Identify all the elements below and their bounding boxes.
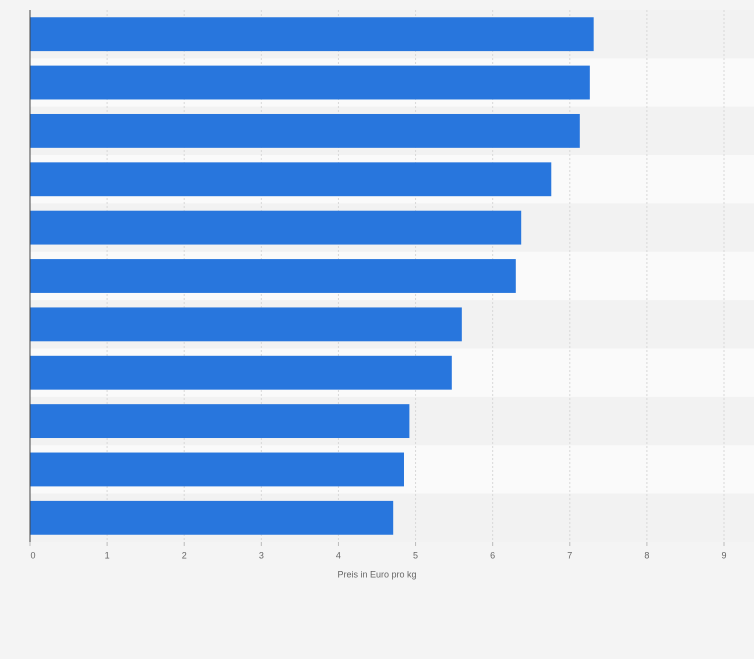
bar [30, 307, 462, 342]
bar [30, 404, 410, 439]
x-tick-label: 7 [567, 550, 572, 560]
x-tick-label: 8 [644, 550, 649, 560]
x-tick-label: 9 [721, 550, 726, 560]
bar [30, 162, 552, 197]
bar [30, 259, 516, 293]
x-tick-label: 4 [336, 550, 341, 560]
x-tick-label: 3 [259, 550, 264, 560]
bar [30, 500, 394, 535]
x-tick-label: 5 [413, 550, 418, 560]
x-tick-label: 1 [105, 550, 110, 560]
bar [30, 17, 594, 52]
x-tick-label: 0 [30, 550, 35, 560]
x-tick-label: 2 [182, 550, 187, 560]
bar [30, 355, 452, 390]
x-axis-label: Preis in Euro pro kg [337, 569, 416, 579]
bar [30, 210, 522, 245]
bar [30, 113, 580, 148]
bar [30, 65, 590, 100]
x-tick-label: 6 [490, 550, 495, 560]
bar [30, 452, 404, 487]
